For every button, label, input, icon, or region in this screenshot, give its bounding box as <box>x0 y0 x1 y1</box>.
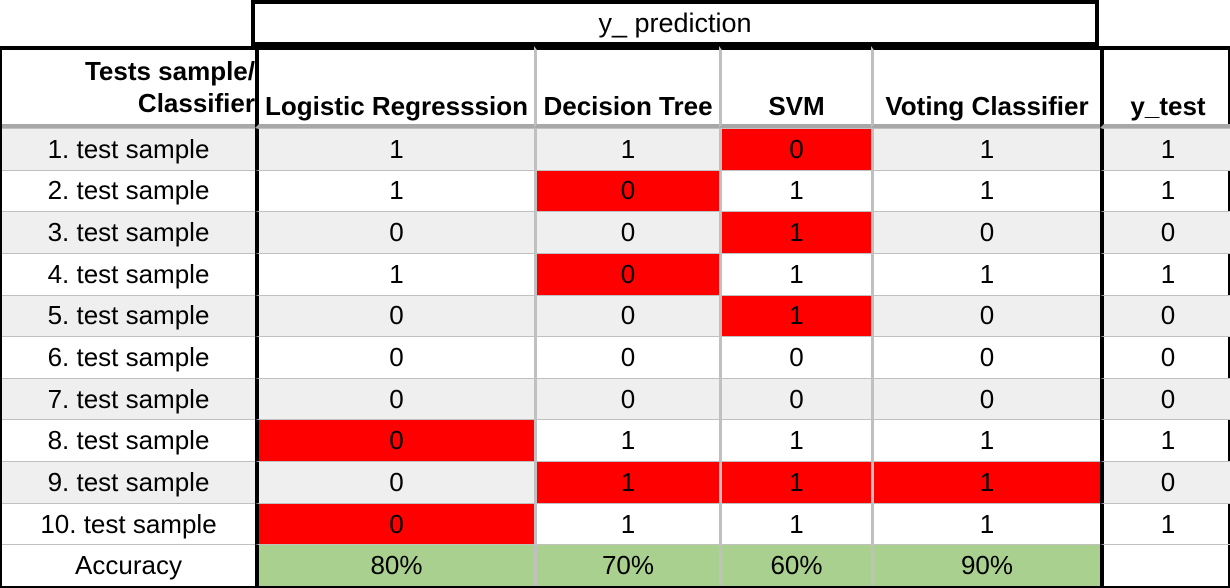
prediction-cell-svm: 1 <box>719 252 871 295</box>
prediction-cell-voting-classifier: 1 <box>871 419 1100 462</box>
prediction-cell-logistic-regression: 0 <box>255 377 534 420</box>
prediction-cell-y-test: 0 <box>1100 336 1230 378</box>
row-label: 3. test sample <box>2 211 255 253</box>
prediction-cell-logistic-regression: 0 <box>255 336 534 378</box>
column-header-decision-tree: Decision Tree <box>534 46 719 128</box>
row-label: 5. test sample <box>2 294 255 337</box>
row-label: 6. test sample <box>2 336 255 378</box>
prediction-cell-decision-tree: 0 <box>534 252 719 295</box>
prediction-cell-y-test: 0 <box>1100 461 1230 503</box>
prediction-cell-voting-classifier: 1 <box>871 502 1100 545</box>
corner-header-line-2: Classifier <box>137 88 255 118</box>
accuracy-label: Accuracy <box>2 544 255 586</box>
row-label: 9. test sample <box>2 461 255 503</box>
column-header-voting-classifier: Voting Classifier <box>871 46 1100 128</box>
prediction-cell-logistic-regression: 0 <box>255 461 534 503</box>
prediction-cell-svm: 0 <box>719 336 871 378</box>
prediction-cell-y-test: 1 <box>1100 252 1230 295</box>
prediction-cell-decision-tree: 0 <box>534 169 719 212</box>
accuracy-cell-svm: 60% <box>719 544 871 586</box>
prediction-cell-decision-tree: 0 <box>534 336 719 378</box>
column-header-y-test: y_test <box>1100 46 1230 128</box>
prediction-cell-decision-tree: 0 <box>534 377 719 420</box>
prediction-cell-decision-tree: 1 <box>534 461 719 503</box>
prediction-cell-voting-classifier: 0 <box>871 377 1100 420</box>
prediction-cell-svm: 0 <box>719 128 871 170</box>
prediction-cell-svm: 1 <box>719 419 871 462</box>
row-label: 8. test sample <box>2 419 255 461</box>
prediction-cell-voting-classifier: 1 <box>871 169 1100 212</box>
row-label: 4. test sample <box>2 252 255 295</box>
row-label: 10. test sample <box>2 502 255 545</box>
row-label: 2. test sample <box>2 169 255 212</box>
prediction-cell-y-test: 0 <box>1100 211 1230 253</box>
prediction-cell-svm: 1 <box>719 294 871 337</box>
prediction-cell-y-test: 1 <box>1100 128 1230 170</box>
prediction-cell-svm: 1 <box>719 502 871 545</box>
corner-header-line-1: Tests sample/ <box>84 55 255 86</box>
accuracy-cell-logistic-regression: 80% <box>255 544 534 586</box>
accuracy-cell-decision-tree: 70% <box>534 544 719 586</box>
prediction-cell-logistic-regression: 1 <box>255 128 534 170</box>
prediction-cell-voting-classifier: 0 <box>871 294 1100 337</box>
prediction-cell-decision-tree: 1 <box>534 502 719 545</box>
prediction-cell-svm: 1 <box>719 211 871 253</box>
prediction-cell-logistic-regression: 0 <box>255 502 534 545</box>
prediction-cell-y-test: 1 <box>1100 169 1230 212</box>
prediction-cell-logistic-regression: 0 <box>255 211 534 253</box>
accuracy-cell-voting-classifier: 90% <box>871 544 1100 586</box>
results-table: Tests sample/Classifier Logistic Regresss… <box>0 46 1230 588</box>
row-label: 1. test sample <box>2 128 255 170</box>
prediction-cell-svm: 1 <box>719 169 871 212</box>
prediction-cell-voting-classifier: 0 <box>871 336 1100 378</box>
corner-header: Tests sample/Classifier <box>2 46 255 128</box>
prediction-cell-decision-tree: 0 <box>534 211 719 253</box>
column-header-svm: SVM <box>719 46 871 128</box>
prediction-cell-decision-tree: 1 <box>534 419 719 462</box>
prediction-cell-voting-classifier: 1 <box>871 252 1100 295</box>
row-label: 7. test sample <box>2 377 255 420</box>
prediction-cell-voting-classifier: 1 <box>871 461 1100 503</box>
prediction-cell-y-test: 0 <box>1100 377 1230 420</box>
prediction-cell-y-test: 1 <box>1100 502 1230 545</box>
prediction-cell-logistic-regression: 1 <box>255 252 534 295</box>
column-header-logistic-regression: Logistic Regresssion <box>255 46 534 128</box>
prediction-cell-voting-classifier: 0 <box>871 211 1100 253</box>
y-prediction-header: y_ prediction <box>251 0 1099 46</box>
prediction-cell-logistic-regression: 0 <box>255 294 534 337</box>
prediction-cell-decision-tree: 0 <box>534 294 719 337</box>
prediction-cell-svm: 1 <box>719 461 871 503</box>
prediction-cell-logistic-regression: 1 <box>255 169 534 212</box>
prediction-cell-voting-classifier: 1 <box>871 128 1100 170</box>
prediction-cell-y-test: 0 <box>1100 294 1230 337</box>
prediction-cell-logistic-regression: 0 <box>255 419 534 462</box>
accuracy-cell-y-test <box>1100 544 1230 586</box>
prediction-cell-y-test: 1 <box>1100 419 1230 462</box>
prediction-cell-decision-tree: 1 <box>534 128 719 170</box>
prediction-cell-svm: 0 <box>719 377 871 420</box>
